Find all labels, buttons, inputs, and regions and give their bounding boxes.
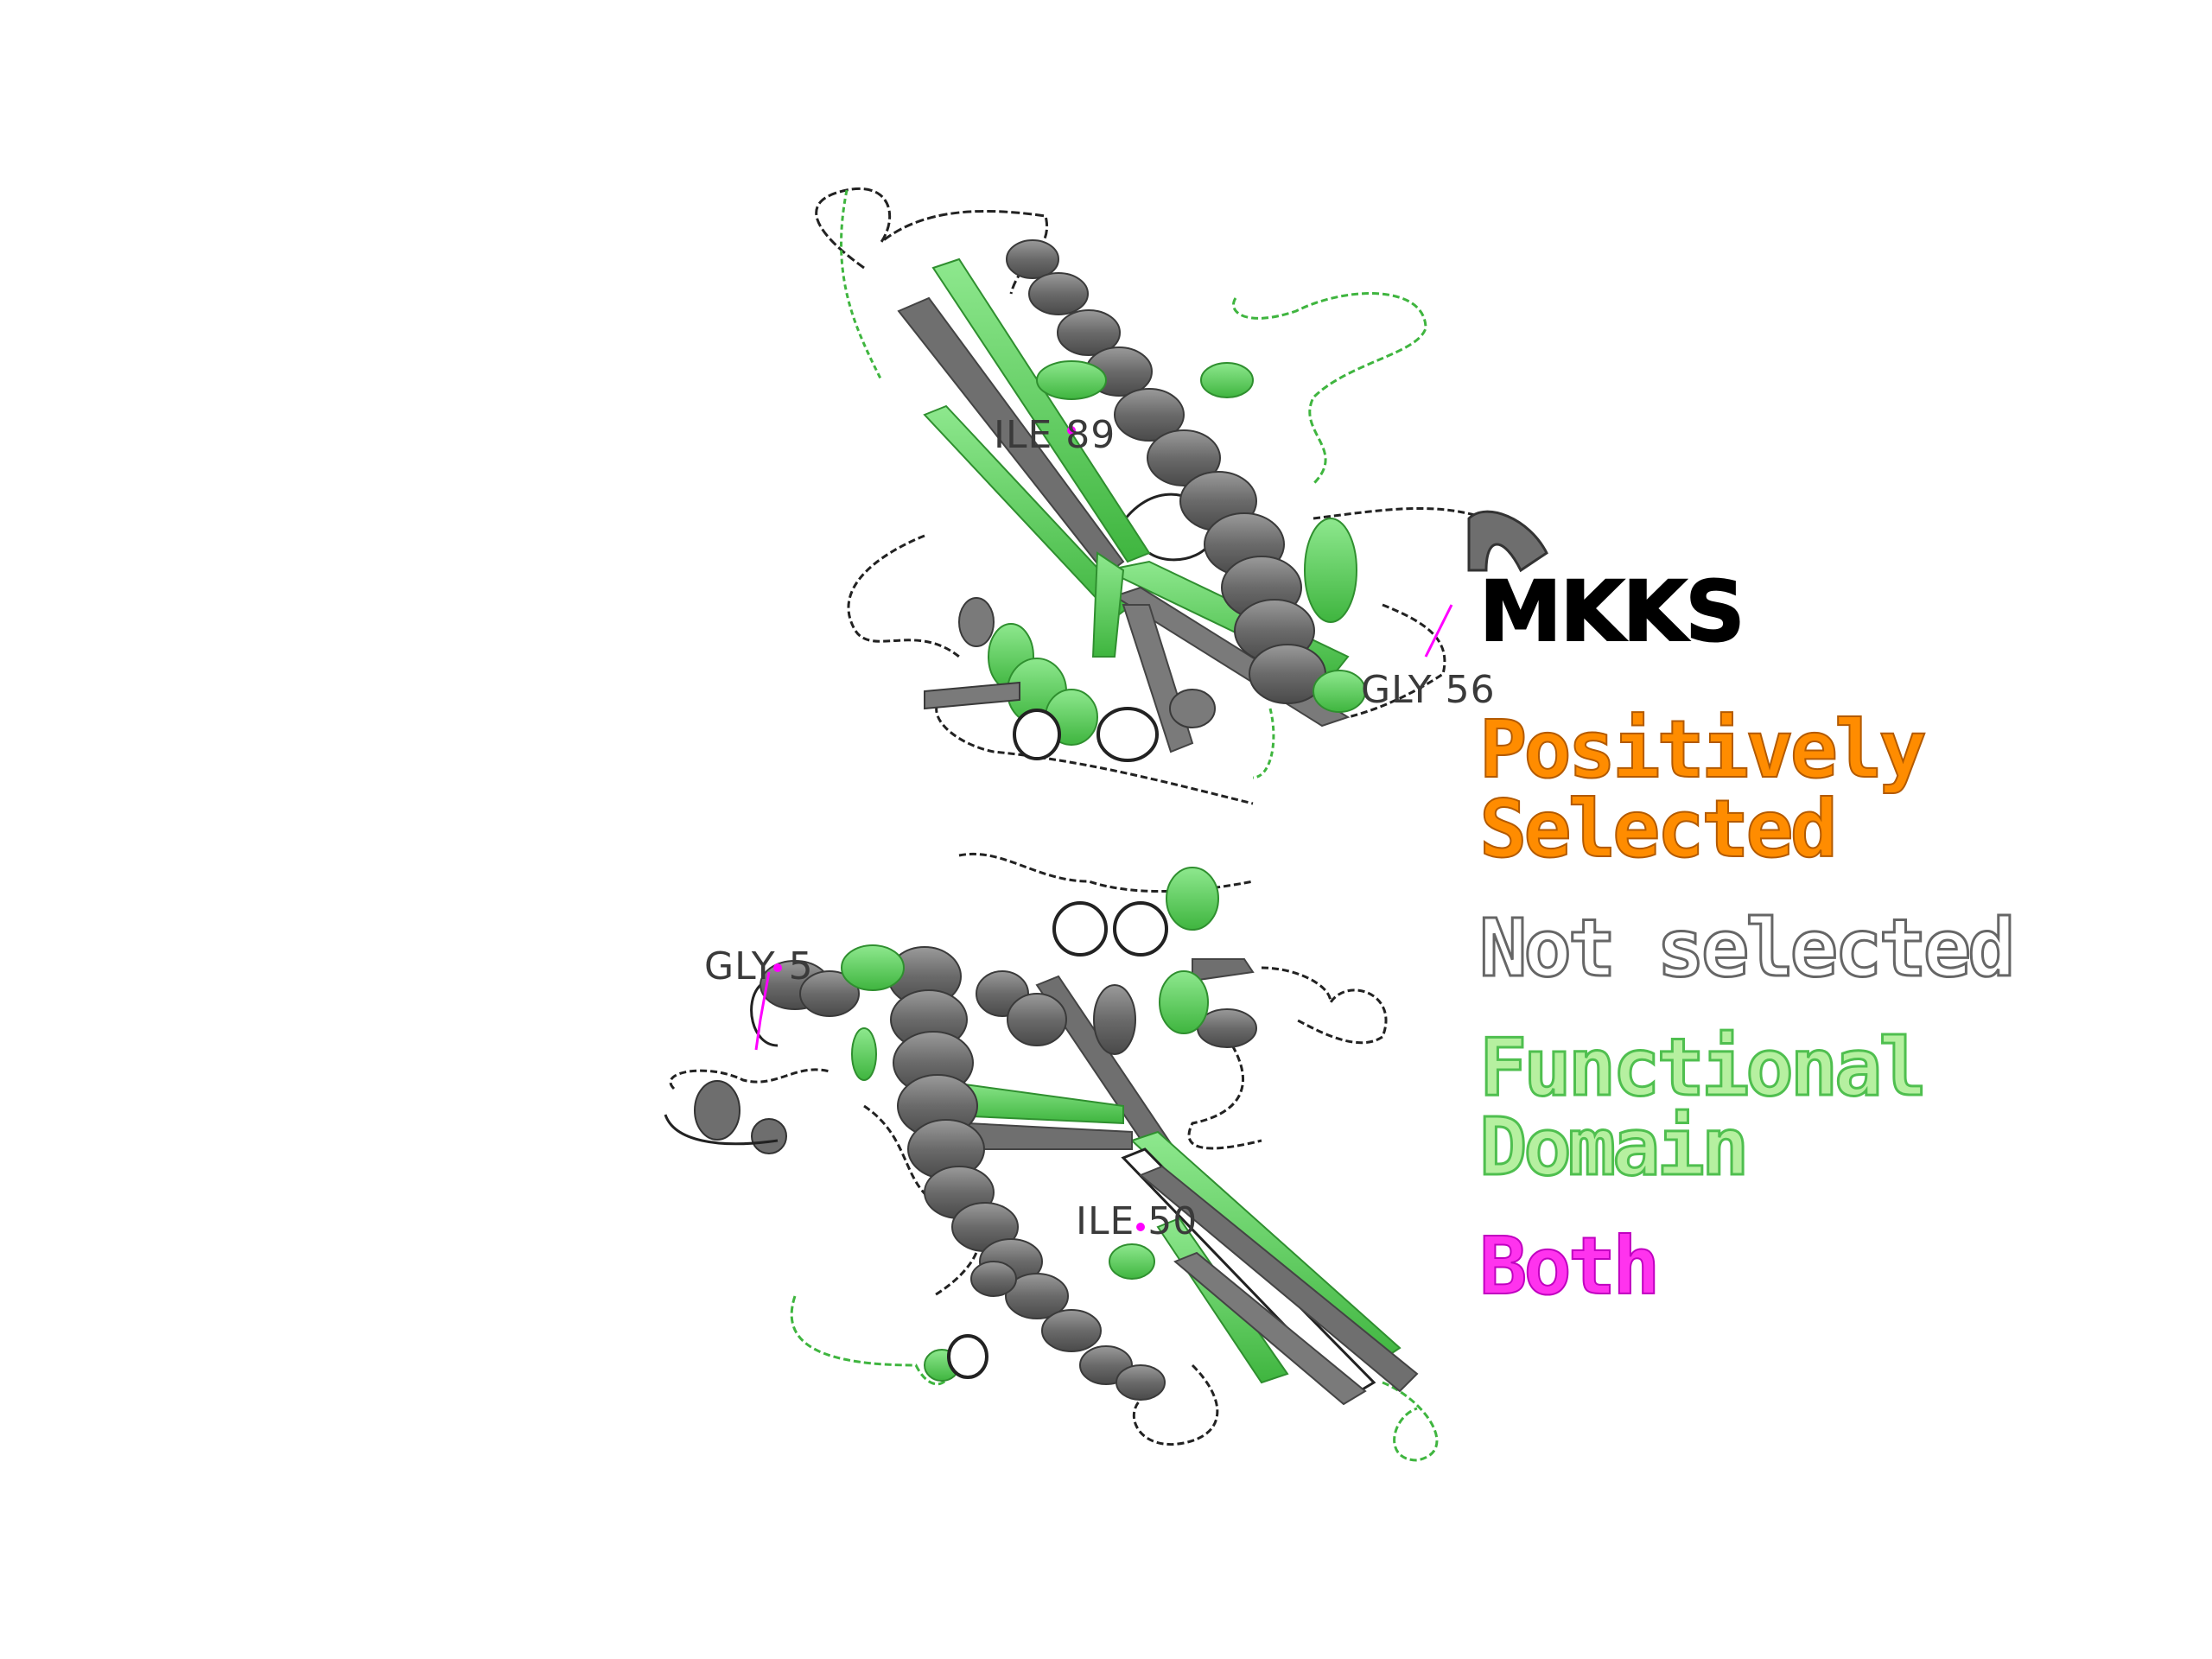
residue-label-bottom-gly: GLY 5 (704, 944, 814, 988)
legend-item-positively-selected: Positively Selected (1478, 703, 1928, 875)
legend-title: MKKS (1478, 563, 1745, 660)
top-molecule (815, 188, 1548, 805)
residue-label-top-ile: ILE 89 (994, 413, 1116, 457)
bottom-molecule (664, 853, 1439, 1462)
legend-item-not-selected: Not selected (1478, 902, 2018, 995)
legend-item-functional-domain: Functional Domain (1478, 1021, 1929, 1193)
legend: MKKS Positively Selected Not selected Fu… (1478, 563, 2212, 1313)
residue-label-top-gly: GLY 56 (1361, 668, 1496, 712)
residue-label-bottom-ile: ILE 50 (1076, 1199, 1198, 1243)
legend-item-both: Both (1478, 1220, 1662, 1313)
